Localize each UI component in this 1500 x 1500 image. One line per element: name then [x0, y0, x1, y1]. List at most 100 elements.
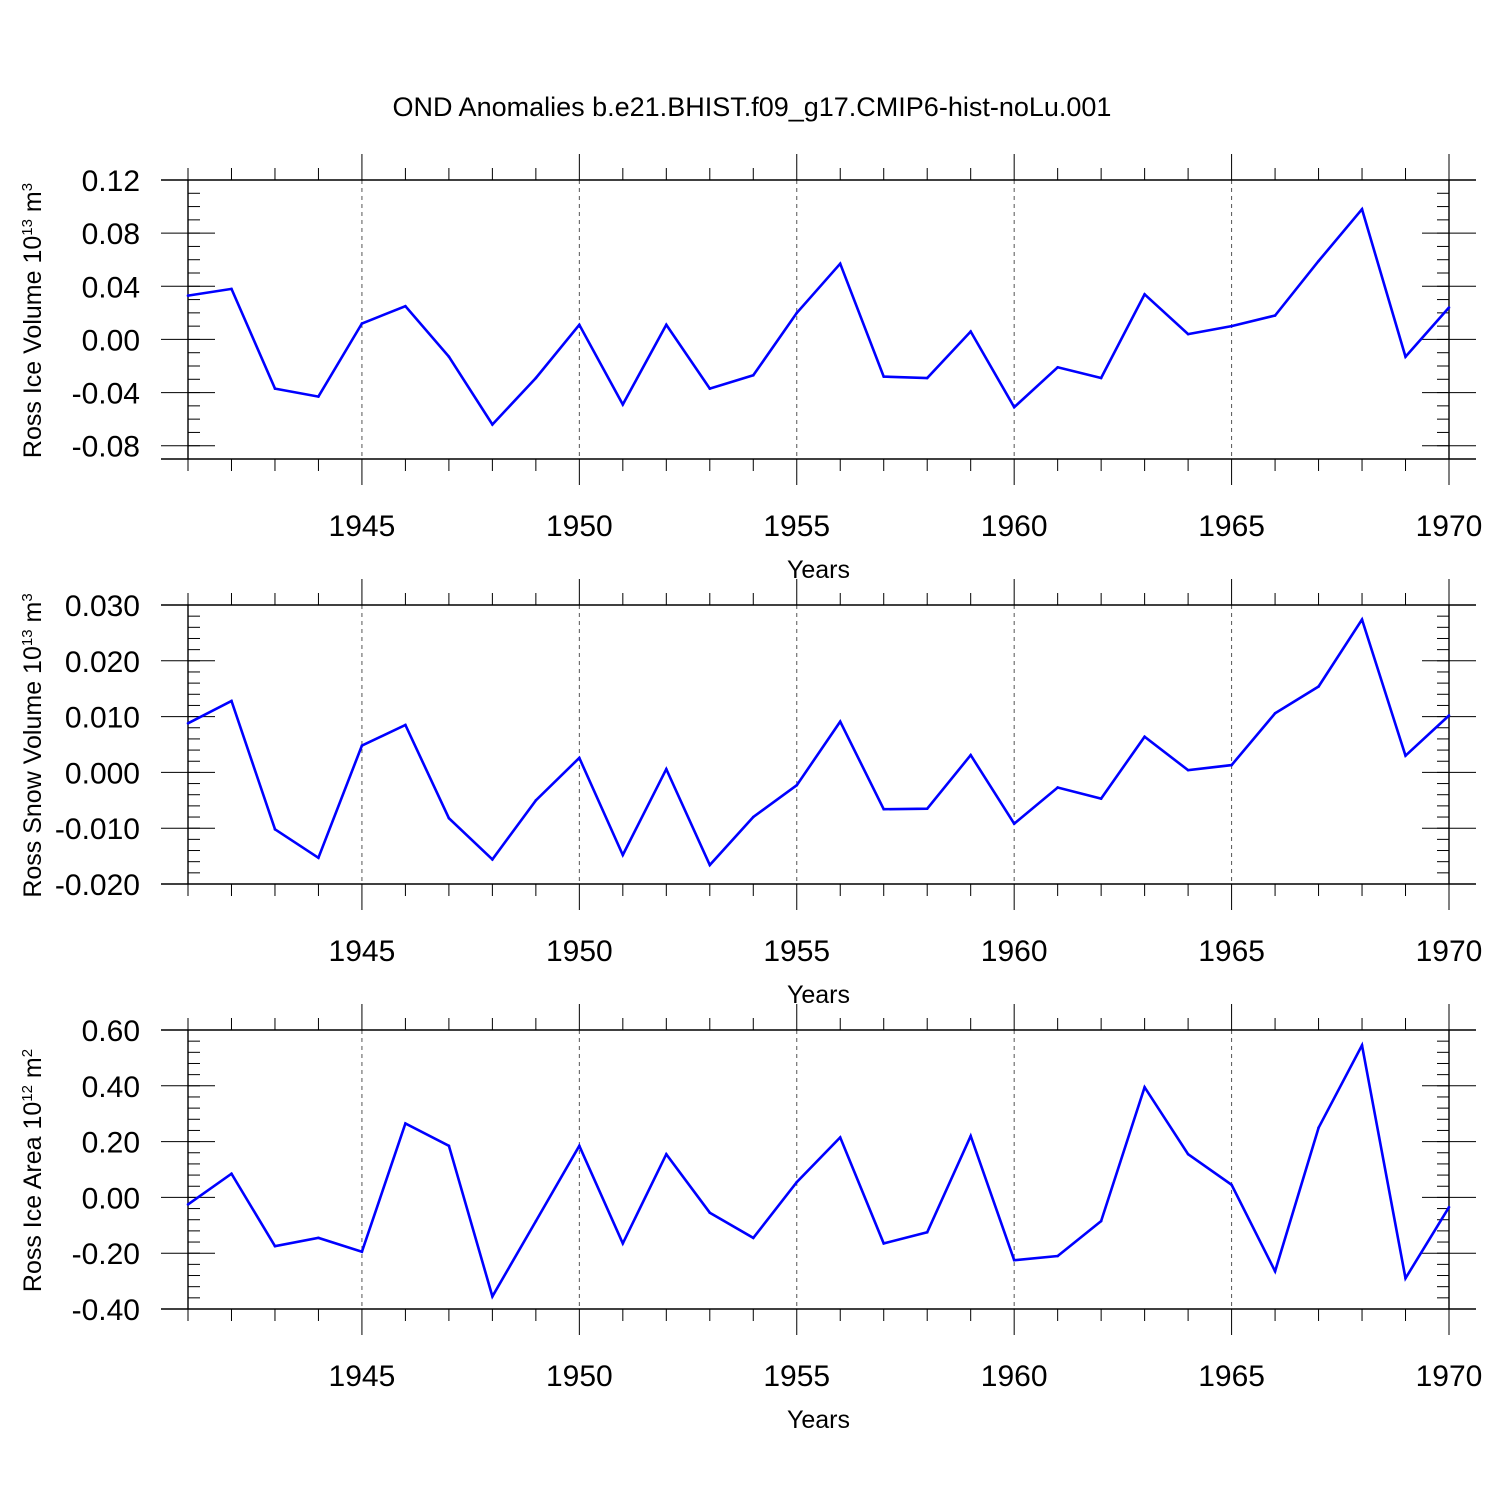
- data-point: [447, 1144, 451, 1148]
- data-point: [665, 1152, 668, 1156]
- x-tick-label: 1950: [546, 510, 613, 543]
- data-point: [273, 828, 277, 831]
- data-point: [1012, 405, 1016, 409]
- x-tick-label: 1965: [1198, 1360, 1265, 1393]
- y-tick-label: -0.40: [72, 1294, 140, 1327]
- data-point: [1273, 314, 1277, 317]
- data-point: [230, 287, 233, 291]
- data-point: [1143, 735, 1146, 738]
- data-point: [1317, 259, 1320, 263]
- data-point: [1273, 711, 1277, 715]
- data-point: [404, 304, 407, 308]
- data-point: [838, 720, 842, 723]
- data-point: [1186, 332, 1190, 336]
- y-tick-label: 0.08: [82, 218, 140, 251]
- data-point: [360, 1250, 364, 1254]
- figure-title: OND Anomalies b.e21.BHIST.f09_g17.CMIP6-…: [393, 92, 1112, 122]
- x-tick-label: 1970: [1416, 935, 1483, 968]
- x-tick-label: 1960: [981, 510, 1048, 543]
- x-tick-label: 1945: [329, 1360, 396, 1393]
- data-point: [1360, 207, 1364, 211]
- data-point: [795, 311, 799, 315]
- data-point: [1099, 376, 1103, 380]
- x-tick-label: 1955: [763, 935, 830, 968]
- data-point: [665, 323, 668, 327]
- x-tick-label: 1960: [981, 1360, 1048, 1393]
- data-point: [838, 1136, 842, 1139]
- data-point: [1447, 1205, 1451, 1209]
- data-point: [447, 816, 451, 820]
- y-axis-title-part: m: [19, 602, 47, 630]
- y-axis-title: Ross Ice Area 1012 m2: [19, 1049, 47, 1292]
- data-point: [273, 1244, 277, 1248]
- y-axis-title-superscript: 13: [19, 629, 36, 646]
- x-tick-label: 1960: [981, 935, 1048, 968]
- y-tick-label: -0.08: [72, 431, 140, 464]
- data-point: [969, 330, 972, 333]
- y-axis-title-part: Ross Ice Area 10: [19, 1102, 47, 1292]
- data-point: [317, 395, 320, 398]
- chart-panel-3: -0.40 -0.20 0.00 0.20 0.40 0.60 1945 1950 1955 19…: [19, 1004, 1482, 1434]
- data-point: [1230, 1183, 1233, 1187]
- y-tick-label: 0.00: [82, 1182, 140, 1215]
- data-point: [186, 294, 190, 297]
- data-point: [621, 853, 625, 857]
- y-tick-label: 0.60: [82, 1015, 140, 1048]
- data-point: [1186, 1152, 1190, 1156]
- data-point: [1230, 324, 1233, 328]
- data-point: [491, 858, 494, 861]
- data-point: [578, 323, 581, 327]
- chart-panel-2: -0.020 -0.010 0.000 0.010 0.020 0.030 1945 1950…: [19, 579, 1482, 1009]
- data-point: [708, 863, 712, 867]
- series-line-2: [187, 616, 1450, 868]
- x-axis-title: Years: [787, 556, 850, 584]
- data-point: [1012, 822, 1016, 826]
- data-point: [317, 1236, 320, 1240]
- y-tick-label: 0.20: [82, 1127, 140, 1160]
- chart-panel-1: -0.08 -0.04 0.00 0.04 0.08 0.12 1945 1950 1955 19…: [19, 154, 1482, 584]
- x-tick-label: 1950: [546, 935, 613, 968]
- data-point: [578, 1144, 581, 1148]
- data-point: [186, 1203, 190, 1206]
- data-point: [230, 699, 233, 703]
- x-tick-label: 1945: [329, 935, 396, 968]
- series-line-1: [187, 206, 1450, 427]
- data-point: [534, 1219, 538, 1223]
- y-tick-label: 0.020: [65, 646, 140, 679]
- data-point: [838, 262, 842, 266]
- y-tick-label: 0.010: [65, 702, 140, 735]
- data-point: [621, 403, 625, 406]
- y-axis-title-part: Ross Ice Volume 10: [19, 236, 47, 458]
- data-point: [708, 1211, 712, 1215]
- data-point: [665, 767, 668, 771]
- x-tick-label: 1970: [1416, 510, 1483, 543]
- data-point: [751, 1236, 755, 1240]
- x-axis-title: Years: [787, 1406, 850, 1434]
- data-point: [1404, 355, 1407, 359]
- x-tick-label: 1955: [763, 510, 830, 543]
- data-point: [751, 374, 755, 377]
- y-axis-title-superscript: 2: [19, 1049, 36, 1057]
- data-point: [447, 355, 451, 359]
- x-tick-label: 1955: [763, 1360, 830, 1393]
- y-tick-label: 0.000: [65, 757, 140, 790]
- data-point: [186, 721, 190, 725]
- data-point: [1143, 1085, 1146, 1089]
- y-axis-title-superscript: 3: [19, 183, 36, 191]
- x-tick-label: 1965: [1198, 510, 1265, 543]
- x-tick-label: 1950: [546, 1360, 613, 1393]
- data-point: [925, 376, 929, 380]
- data-point: [969, 1134, 972, 1138]
- data-point: [1186, 768, 1190, 772]
- data-point: [1012, 1258, 1016, 1262]
- data-point: [882, 375, 886, 378]
- series-line-3: [187, 1041, 1451, 1300]
- y-axis-title-superscript: 13: [19, 219, 36, 236]
- data-point: [1317, 1126, 1320, 1129]
- data-point: [578, 756, 581, 760]
- x-tick-label: 1945: [329, 510, 396, 543]
- data-point: [1447, 306, 1451, 309]
- y-tick-label: 0.12: [82, 165, 140, 198]
- data-point: [1404, 754, 1407, 757]
